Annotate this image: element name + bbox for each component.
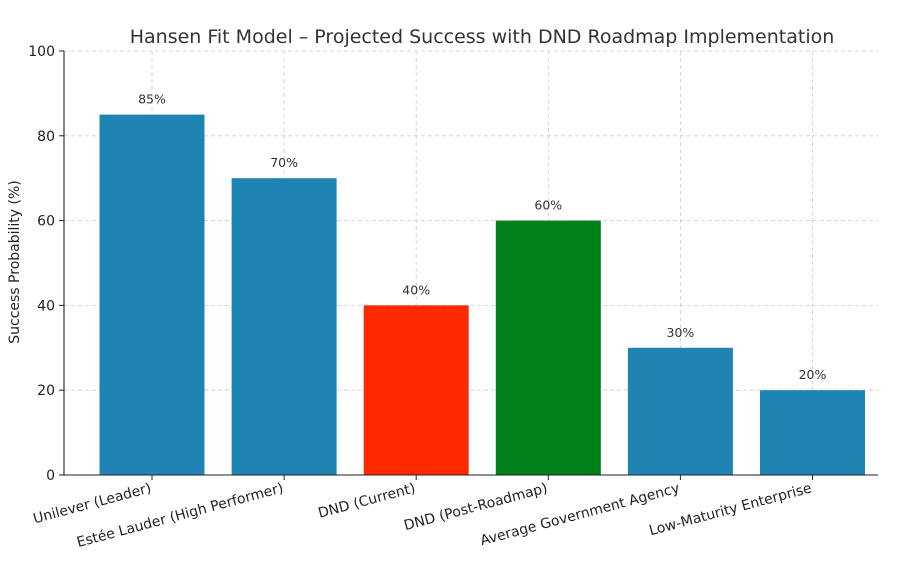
data-label: 30% [667, 325, 695, 340]
y-tick-label: 20 [37, 383, 55, 399]
y-tick-label: 0 [46, 468, 55, 484]
y-tick-label: 40 [37, 298, 55, 314]
data-labels: 85% 70% 40% 60% 30% 20% [138, 92, 826, 383]
y-axis-label: Success Probability (%) [7, 180, 23, 344]
chart-title: Hansen Fit Model – Projected Success wit… [130, 26, 835, 48]
data-label: 40% [402, 282, 430, 297]
y-tick-label: 100 [28, 44, 55, 60]
bar [760, 390, 865, 475]
data-label: 60% [534, 198, 562, 213]
y-tick-label: 60 [37, 214, 55, 230]
bar [363, 305, 469, 475]
data-label: 85% [138, 92, 166, 107]
y-tick-labels: 0 20 40 60 80 100 [28, 44, 55, 484]
bar [231, 178, 337, 475]
axes [59, 50, 878, 480]
bars [99, 114, 865, 475]
bar [495, 220, 601, 475]
x-tick-label: DND (Current) [317, 480, 418, 521]
y-tick-label: 80 [37, 129, 55, 145]
data-label: 20% [799, 367, 827, 382]
data-label: 70% [270, 155, 298, 170]
bar [99, 114, 205, 475]
x-tick-labels: Unilever (Leader)Estée Lauder (High Perf… [31, 480, 813, 551]
bar [627, 347, 733, 475]
